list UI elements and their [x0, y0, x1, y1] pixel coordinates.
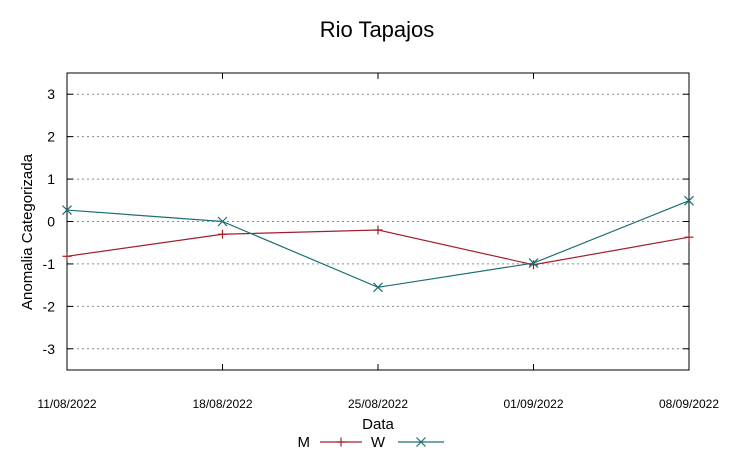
series-m-line	[66, 229, 690, 266]
y-tick-label: -1	[43, 256, 56, 272]
x-tick-label: 18/08/2022	[192, 397, 252, 411]
series-w-point	[373, 282, 383, 293]
y-tick-label: 0	[47, 214, 55, 230]
y-tick-label: 1	[47, 171, 55, 187]
series-m-point	[684, 232, 694, 242]
legend-line-w	[398, 437, 444, 447]
legend-label-m: M	[298, 434, 311, 451]
series-layer	[62, 195, 694, 293]
y-tick-label: 2	[47, 129, 55, 145]
x-tick-label: 25/08/2022	[348, 397, 408, 411]
grid-lines	[67, 93, 689, 350]
series-m-point	[218, 229, 227, 239]
x-axis-title: Data	[362, 416, 394, 433]
series-m-point	[373, 225, 383, 235]
y-tick-label: 3	[47, 86, 55, 102]
series-w-point	[528, 258, 539, 269]
series-w-line	[66, 200, 690, 288]
series-w-point	[684, 195, 694, 206]
x-tick-label: 08/09/2022	[659, 397, 719, 411]
legend-marker	[336, 437, 346, 447]
series-w-point	[217, 216, 228, 227]
legend: M W	[298, 434, 444, 451]
series-w	[62, 195, 694, 293]
x-tick-label: 01/09/2022	[503, 397, 563, 411]
series-m-point	[529, 260, 538, 270]
x-axis-ticks: 11/08/2022 18/08/2022 25/08/2022 01/09/2022…	[37, 73, 719, 411]
series-w-point	[62, 205, 72, 215]
series-m-point	[62, 251, 72, 261]
chart-title: Rio Tapajos	[320, 17, 435, 42]
legend-line-m	[320, 437, 362, 447]
legend-label-w: W	[371, 434, 386, 451]
y-axis-ticks: 3 2 1 0 -1 -2 -3	[43, 86, 689, 357]
y-tick-label: -3	[43, 341, 56, 357]
x-tick-label: 11/08/2022	[37, 397, 96, 411]
legend-marker	[416, 437, 426, 447]
y-tick-label: -2	[43, 298, 56, 314]
series-m	[62, 225, 694, 270]
y-axis-title: Anomalia Categorizada	[19, 153, 36, 310]
